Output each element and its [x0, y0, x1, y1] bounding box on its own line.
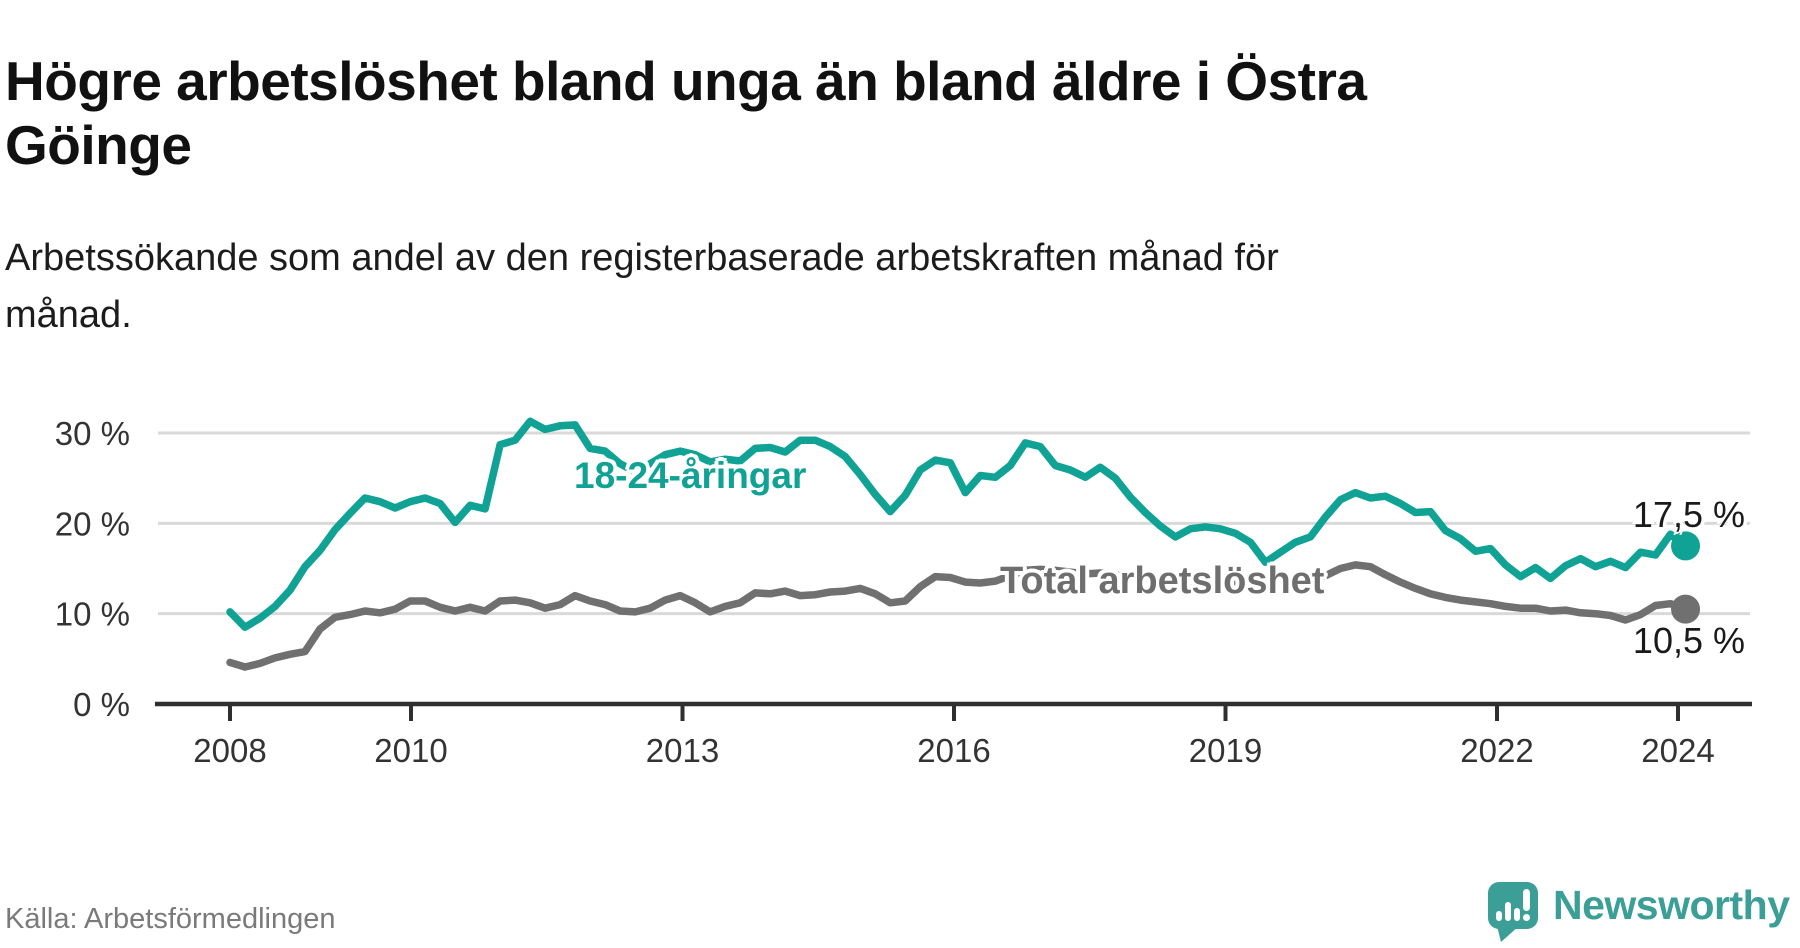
end-dot-youth — [1671, 531, 1701, 561]
series-line-youth — [226, 417, 1690, 631]
x-axis-tick-label: 2008 — [193, 732, 266, 769]
x-axis-tick-label: 2024 — [1641, 732, 1714, 769]
source-attribution: Källa: Arbetsförmedlingen — [5, 903, 336, 935]
series-line-total — [226, 561, 1690, 671]
page-title: Högre arbetslöshet bland unga än bland ä… — [5, 49, 1367, 177]
newsworthy-chart-bubble-icon — [1488, 882, 1538, 942]
x-axis-tick-label: 2013 — [646, 732, 719, 769]
y-axis-tick-label: 20 % — [55, 505, 130, 542]
end-value-label-total: 10,5 % — [1632, 620, 1745, 661]
y-axis-tick-label: 30 % — [55, 415, 130, 452]
y-axis-tick-label: 0 % — [73, 686, 130, 723]
newsworthy-logo: Newsworthy — [1488, 882, 1790, 942]
x-axis-tick-label: 2019 — [1189, 732, 1262, 769]
x-axis-tick-label: 2010 — [374, 732, 447, 769]
x-axis-tick-label: 2016 — [917, 732, 990, 769]
logo-bar-icon — [1496, 911, 1502, 921]
x-axis-tick-label: 2022 — [1460, 732, 1533, 769]
chart-subtitle: Arbetssökande som andel av den registerb… — [5, 237, 1279, 336]
end-value-label-youth: 17,5 % — [1632, 494, 1745, 535]
logo-bar-icon — [1505, 902, 1511, 921]
end-dot-total — [1671, 594, 1701, 624]
y-axis-tick-label: 10 % — [55, 596, 130, 633]
logo-exclamation-icon — [1523, 889, 1530, 911]
newsworthy-wordmark: Newsworthy — [1553, 882, 1790, 928]
series-label-total: Total arbetslöshet — [1000, 560, 1325, 602]
series-label-youth: 18-24-åringar — [574, 455, 807, 496]
logo-bar-icon — [1514, 908, 1520, 921]
logo-exclamation-dot-icon — [1523, 914, 1530, 921]
